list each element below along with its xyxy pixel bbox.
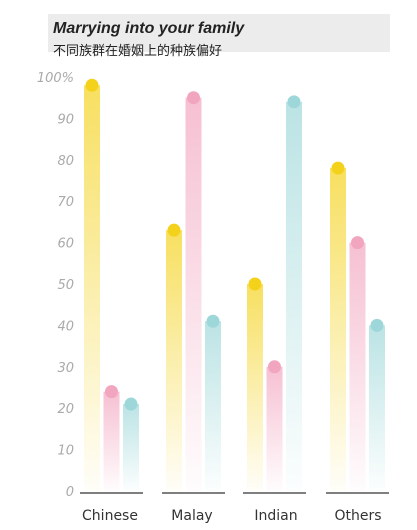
bar-chinese-2 (103, 391, 120, 491)
point-indian-3 (287, 95, 301, 109)
bar-malay-2 (185, 97, 202, 491)
point-chinese-1 (85, 78, 99, 92)
y-tick-label: 50 (57, 278, 74, 293)
bar-indian-1 (247, 284, 263, 491)
y-tick-label: 70 (57, 195, 74, 210)
y-tick-label: 90 (57, 112, 74, 127)
bars (84, 78, 385, 491)
bar-malay-1 (166, 230, 182, 491)
chart-title: Marrying into your family (53, 20, 245, 37)
bar-chinese-1 (84, 85, 100, 491)
bar-malay-3 (205, 321, 221, 491)
point-indian-1 (248, 277, 262, 291)
bar-others-2 (349, 242, 366, 491)
category-label-indian: Indian (254, 508, 297, 524)
point-others-1 (331, 161, 345, 175)
y-tick-label: 40 (57, 319, 74, 334)
category-labels: Chinese Malay Indian Others (82, 508, 381, 524)
bar-others-3 (369, 325, 385, 491)
bar-indian-2 (266, 366, 283, 491)
category-label-malay: Malay (171, 508, 212, 524)
point-chinese-3 (124, 397, 138, 411)
y-tick-label: 100% (37, 71, 74, 86)
point-malay-3 (206, 314, 220, 328)
category-label-others: Others (334, 508, 381, 524)
point-malay-1 (167, 223, 181, 237)
chart-subtitle: 不同族群在婚姻上的种族偏好 (53, 44, 223, 59)
category-label-chinese: Chinese (82, 508, 138, 524)
point-chinese-2 (105, 385, 118, 399)
y-tick-label: 0 (66, 485, 74, 500)
y-tick-label: 20 (57, 402, 74, 417)
point-malay-2 (187, 91, 200, 105)
y-tick-label: 30 (57, 361, 74, 376)
bar-others-1 (330, 168, 346, 491)
point-others-3 (370, 318, 384, 332)
title-band (48, 14, 390, 52)
point-others-2 (351, 236, 364, 250)
y-axis: 0 10 20 30 40 50 60 70 80 90 100% (37, 71, 74, 500)
y-tick-label: 10 (57, 444, 74, 459)
bar-indian-3 (286, 101, 302, 491)
point-indian-2 (268, 360, 281, 374)
y-tick-label: 80 (57, 154, 74, 169)
y-tick-label: 60 (57, 237, 74, 252)
bar-chinese-3 (123, 404, 139, 491)
